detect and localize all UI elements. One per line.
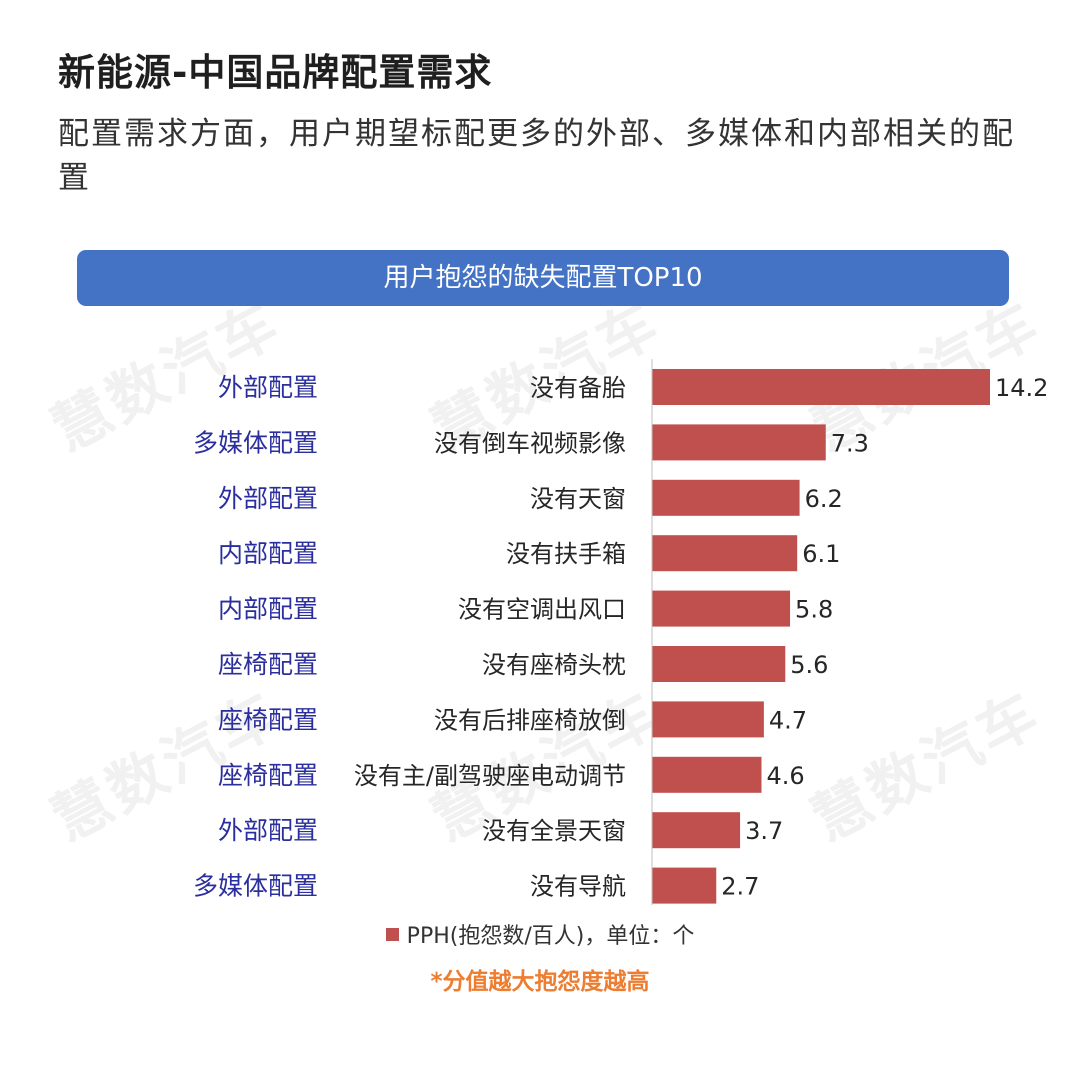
value-label: 5.6 — [790, 651, 828, 679]
group-label: 外部配置 — [218, 373, 318, 402]
category-label: 没有导航 — [530, 873, 626, 901]
group-label: 外部配置 — [218, 484, 318, 513]
bar — [652, 479, 800, 516]
bar — [652, 590, 791, 627]
bar — [652, 701, 764, 738]
page-subtitle: 配置需求方面，用户期望标配更多的外部、多媒体和内部相关的配置 — [58, 116, 1015, 196]
category-label: 没有座椅头枕 — [482, 651, 626, 679]
bar — [652, 424, 826, 461]
chart-title-banner: 用户抱怨的缺失配置TOP10 — [77, 250, 1009, 306]
bar — [652, 646, 786, 682]
value-label: 6.1 — [802, 540, 840, 568]
value-label: 6.2 — [805, 485, 843, 513]
group-label: 多媒体配置 — [193, 872, 318, 901]
category-label: 没有备胎 — [530, 374, 626, 402]
category-label: 没有后排座椅放倒 — [434, 706, 626, 734]
page-title: 新能源-中国品牌配置需求 — [58, 51, 493, 94]
group-label: 多媒体配置 — [193, 428, 318, 457]
group-label: 内部配置 — [218, 539, 318, 568]
value-label: 5.8 — [795, 596, 833, 624]
category-label: 没有天窗 — [530, 485, 626, 513]
chart-legend: PPH(抱怨数/百人)，单位：个 — [0, 918, 1080, 950]
value-label: 3.7 — [745, 817, 783, 845]
category-label: 没有扶手箱 — [506, 540, 626, 568]
category-label: 没有全景天窗 — [482, 817, 626, 845]
value-label: 7.3 — [831, 429, 869, 457]
value-label: 4.6 — [766, 762, 804, 790]
group-label: 座椅配置 — [218, 761, 318, 790]
value-label: 4.7 — [769, 706, 807, 734]
legend-label: PPH(抱怨数/百人)，单位：个 — [406, 924, 695, 949]
bar — [652, 812, 741, 849]
legend-swatch — [385, 928, 399, 941]
category-label: 没有空调出风口 — [458, 596, 626, 624]
category-label: 没有主/副驾驶座电动调节 — [354, 762, 626, 790]
bar — [652, 369, 990, 405]
group-label: 内部配置 — [218, 595, 318, 624]
group-label: 座椅配置 — [218, 650, 318, 679]
footnote: *分值越大抱怨度越高 — [430, 969, 650, 995]
group-label: 座椅配置 — [218, 705, 318, 734]
value-label: 2.7 — [721, 873, 759, 901]
bar — [652, 756, 762, 793]
category-label: 没有倒车视频影像 — [434, 429, 626, 457]
group-label: 外部配置 — [218, 816, 318, 845]
bar — [652, 867, 717, 904]
value-label: 14.2 — [995, 374, 1048, 402]
bar — [652, 535, 798, 572]
